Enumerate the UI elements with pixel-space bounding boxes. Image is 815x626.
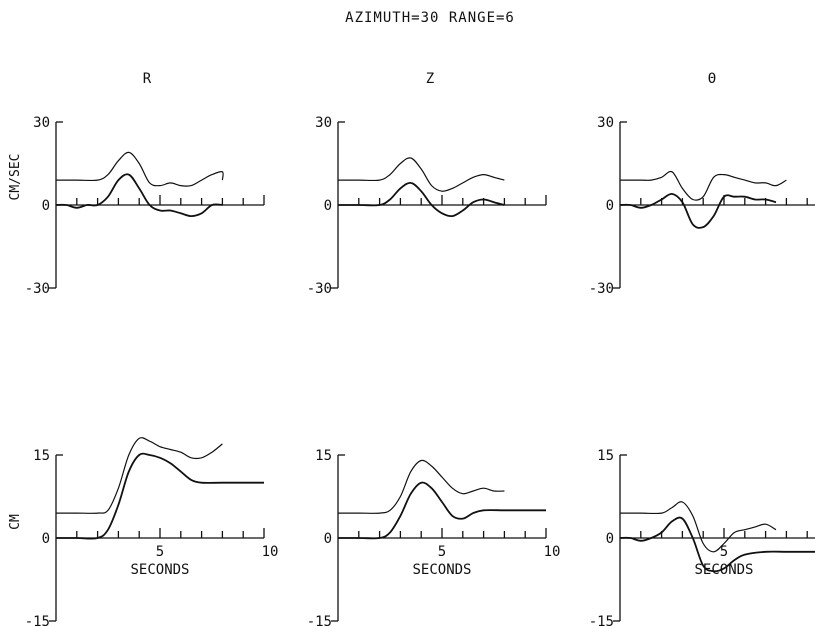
component-label-theta: Θ [708, 71, 716, 87]
x-axis-label: SECONDS [694, 562, 753, 578]
trace-lower [338, 481, 546, 540]
x-axis-label: SECONDS [130, 562, 189, 578]
x-tick-label: 10 [262, 544, 279, 560]
y-tick-label-bottom: -15 [307, 614, 332, 626]
trace-upper [55, 151, 224, 187]
units-label: CM/SEC [8, 154, 23, 201]
figure-title: AZIMUTH=30 RANGE=6 [345, 10, 515, 26]
units-label: CM [8, 514, 23, 530]
y-tick-label-zero: 0 [606, 198, 614, 214]
trace-upper [337, 157, 505, 192]
panel-0-1: 30 0 -30 [307, 115, 547, 297]
x-tick-label: 10 [544, 544, 561, 560]
y-tick-label-top: 30 [315, 115, 332, 131]
trace-upper [619, 170, 787, 201]
panel-grid: 30 0 -30 CM/SEC 30 0 -30 30 0 -30 15 0 -15 5 10 SECONDS… [8, 115, 815, 626]
panel-0-0: 30 0 -30 CM/SEC [8, 115, 265, 297]
x-tick-label: 5 [156, 544, 164, 560]
y-tick-label-zero: 0 [324, 531, 332, 547]
y-tick-label-bottom: -15 [589, 614, 614, 626]
panel-1-0: 15 0 -15 5 10 SECONDS CM [8, 437, 279, 626]
x-tick-label: 5 [720, 544, 728, 560]
trace-upper [338, 459, 505, 514]
trace-upper [56, 437, 223, 514]
x-tick-label: 5 [438, 544, 446, 560]
y-tick-label-zero: 0 [606, 531, 614, 547]
trace-lower [619, 516, 815, 573]
y-tick-label-zero: 0 [42, 531, 50, 547]
y-tick-label-zero: 0 [42, 198, 50, 214]
trace-lower [56, 452, 264, 540]
component-label-z: Z [426, 71, 434, 87]
y-tick-label-top: 30 [597, 115, 614, 131]
y-tick-label-top: 30 [33, 115, 50, 131]
panel-0-2: 30 0 -30 [589, 115, 815, 297]
y-tick-label-bottom: -30 [589, 281, 614, 297]
component-label-r: R [143, 71, 152, 87]
trace-lower [619, 192, 777, 229]
trace-lower [338, 181, 505, 218]
trace-lower [55, 173, 223, 218]
y-tick-label-top: 15 [33, 448, 50, 464]
trace-upper [620, 501, 777, 553]
y-tick-label-zero: 0 [324, 198, 332, 214]
y-tick-label-bottom: -30 [307, 281, 332, 297]
y-tick-label-bottom: -30 [25, 281, 50, 297]
y-tick-label-top: 15 [315, 448, 332, 464]
panel-1-1: 15 0 -15 5 10 SECONDS [307, 448, 561, 626]
y-tick-label-top: 15 [597, 448, 614, 464]
x-axis-label: SECONDS [412, 562, 471, 578]
y-tick-label-bottom: -15 [25, 614, 50, 626]
